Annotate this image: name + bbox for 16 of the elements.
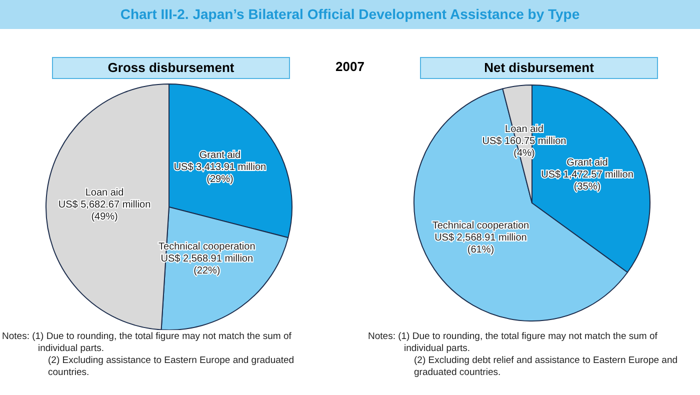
data-label: US$ 2,568.91 million (61%) <box>434 232 527 256</box>
text: 2007 <box>334 58 366 76</box>
chart-title: Net disbursement <box>420 57 658 79</box>
data-label: US$ 5,682.67 million (49%) <box>58 199 151 222</box>
data-label: US$ 1,472.57 million (35%) <box>541 169 634 192</box>
slice-label: Technical cooperation <box>432 220 530 232</box>
text: Notes: (1) Due to rounding, the total figure may not match the sum of individual parts. <box>368 331 658 355</box>
slice-label: Grant aid <box>199 150 241 161</box>
text: Notes: (1) Due to rounding, the total figure may not match the sum of individual parts. <box>2 331 292 355</box>
slice-label: Loan aid <box>85 187 124 198</box>
chart-subtitle: Gross disbursement <box>52 57 290 79</box>
text: (2) Excluding assistance to Eastern Europe and graduated countries. <box>47 355 296 379</box>
slice-label: Grant aid <box>566 157 608 168</box>
text: Chart III-2. Japan’s Bilateral Official Development Assistance by Type <box>0 0 700 29</box>
data-label: US$ 3,413.91 million (29%) <box>174 162 266 185</box>
text: (2) Excluding debt relief and assistance to Eastern Europe and graduated countries. <box>413 355 679 379</box>
